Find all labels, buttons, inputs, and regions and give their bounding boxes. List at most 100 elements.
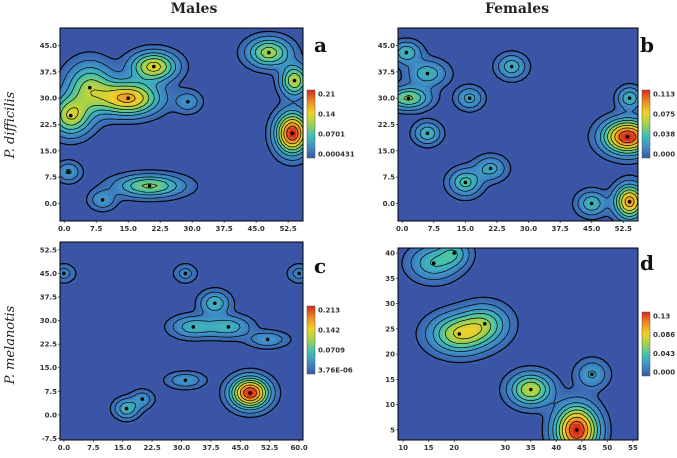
peak-point bbox=[213, 301, 217, 306]
peak-point bbox=[297, 271, 301, 276]
y-tick-label: 52.5 bbox=[40, 246, 57, 254]
contour-line bbox=[60, 42, 303, 193]
colorbar-tick-label: 0.0701 bbox=[318, 131, 345, 139]
y-tick-label: 22.5 bbox=[40, 121, 57, 129]
x-tick-label: 52.5 bbox=[279, 225, 296, 233]
peak-point bbox=[191, 325, 196, 329]
panel-c: 0.0 7.5 15.0 22.5 30.0 37.5 45.0 52.5 60.0-7.50.… bbox=[40, 241, 353, 452]
row-header-p-difficilis: P. difficilis bbox=[3, 91, 18, 159]
contour-line bbox=[234, 380, 266, 406]
contour-line bbox=[60, 30, 303, 213]
contour-line bbox=[116, 93, 302, 145]
x-tick-label: 7.5 bbox=[428, 225, 441, 233]
x-tick-label: 30.0 bbox=[184, 225, 201, 233]
column-header-males: Males bbox=[171, 1, 218, 17]
colorbar-tick-label: 0.142 bbox=[318, 327, 340, 335]
peak-point bbox=[627, 96, 632, 100]
peak-point bbox=[100, 198, 105, 202]
y-tick-label: 40 bbox=[385, 250, 395, 258]
y-tick-label: 15 bbox=[385, 376, 395, 384]
x-tick-label: 37.5 bbox=[202, 444, 219, 452]
peak-point bbox=[404, 50, 409, 55]
peak-point bbox=[126, 96, 130, 100]
colorbar: 0.113 0.075 0.038 0.000 bbox=[641, 89, 675, 159]
peak-point bbox=[68, 113, 73, 118]
y-tick-label: -7.5 bbox=[42, 435, 57, 443]
peak-point bbox=[406, 96, 411, 100]
contour-line bbox=[60, 39, 303, 200]
x-tick-label: 37.5 bbox=[551, 225, 568, 233]
colorbar-tick-label: 0.0709 bbox=[318, 347, 345, 355]
peak-point bbox=[292, 78, 297, 83]
y-tick-label: 0.0 bbox=[45, 411, 58, 419]
contour-line bbox=[403, 95, 638, 214]
panels-group: 0.0 7.5 15.0 22.5 30.0 37.5 45.0 52.5 0.0 7.5 15.0… bbox=[40, 27, 675, 452]
colorbar: 0.21 0.14 0.0701 0.000431 bbox=[306, 89, 355, 159]
x-tick-label: 35 bbox=[526, 444, 536, 452]
panel-d: 10 15 20 30 35 40 45 50 555101520253035400.130.0… bbox=[385, 247, 675, 452]
x-tick-label: 50 bbox=[602, 444, 612, 452]
colorbar-tick-label: 0.000431 bbox=[318, 151, 355, 159]
y-tick-label: 22.5 bbox=[40, 341, 57, 349]
contour-line bbox=[60, 46, 303, 189]
y-tick-label: 22.5 bbox=[378, 121, 395, 129]
contour-line bbox=[60, 267, 303, 419]
peak-point bbox=[457, 332, 462, 336]
colorbar-gradient bbox=[306, 305, 316, 375]
colorbar-gradient bbox=[306, 89, 316, 159]
peak-point bbox=[590, 372, 594, 377]
colorbar-tick-label: 0.000 bbox=[653, 369, 675, 377]
contour-line bbox=[430, 249, 598, 440]
contour-line bbox=[453, 323, 592, 440]
x-tick-label: 40 bbox=[551, 444, 561, 452]
contour-line bbox=[398, 46, 638, 220]
y-tick-label: 35 bbox=[385, 275, 395, 283]
contour-line bbox=[614, 127, 638, 207]
peak-point bbox=[88, 85, 92, 90]
x-tick-label: 22.5 bbox=[143, 444, 160, 452]
y-tick-label: 30.0 bbox=[40, 95, 57, 103]
peak-point bbox=[265, 337, 270, 342]
y-tick-label: 7.5 bbox=[45, 174, 58, 182]
peak-point bbox=[589, 201, 594, 206]
x-tick-label: 45 bbox=[577, 444, 587, 452]
density-surface bbox=[398, 37, 638, 221]
peak-point bbox=[452, 251, 457, 255]
contour-line bbox=[239, 384, 261, 402]
peak-point bbox=[147, 184, 152, 188]
peak-point bbox=[483, 322, 487, 326]
contour-line bbox=[119, 296, 272, 415]
x-tick-label: 52.5 bbox=[615, 225, 632, 233]
peak-point bbox=[66, 170, 71, 174]
peak-point bbox=[267, 50, 271, 55]
contour-line bbox=[565, 416, 589, 440]
contour-line bbox=[419, 248, 601, 440]
peak-point bbox=[186, 99, 190, 104]
x-tick-label: 30.0 bbox=[520, 225, 537, 233]
colorbar-tick-label: 0.213 bbox=[318, 307, 340, 315]
contour-line bbox=[444, 317, 595, 440]
y-tick-label: 45.0 bbox=[378, 42, 395, 50]
peak-point bbox=[431, 261, 436, 266]
contour-line bbox=[60, 262, 303, 423]
x-tick-label: 15.0 bbox=[120, 225, 137, 233]
contour-line bbox=[236, 382, 264, 404]
y-tick-label: 0.0 bbox=[45, 200, 58, 208]
peak-point bbox=[529, 387, 533, 392]
x-tick-label: 0.0 bbox=[396, 225, 409, 233]
colorbar-tick-label: 0.13 bbox=[653, 313, 670, 321]
contour-line bbox=[410, 248, 606, 440]
y-tick-label: 7.5 bbox=[45, 388, 58, 396]
y-tick-label: 30.0 bbox=[40, 317, 57, 325]
peak-point bbox=[140, 397, 145, 401]
x-tick-label: 15.0 bbox=[457, 225, 474, 233]
density-surface bbox=[60, 30, 303, 213]
x-tick-label: 0.0 bbox=[58, 444, 71, 452]
colorbar-tick-label: 0.086 bbox=[653, 331, 675, 339]
contour-line bbox=[286, 125, 299, 141]
colorbar: 0.13 0.086 0.043 0.000 bbox=[641, 311, 675, 377]
y-tick-label: 15.0 bbox=[378, 147, 395, 155]
x-tick-label: 0.0 bbox=[58, 225, 71, 233]
panel-label: c bbox=[314, 254, 326, 278]
x-tick-label: 20 bbox=[449, 444, 459, 452]
